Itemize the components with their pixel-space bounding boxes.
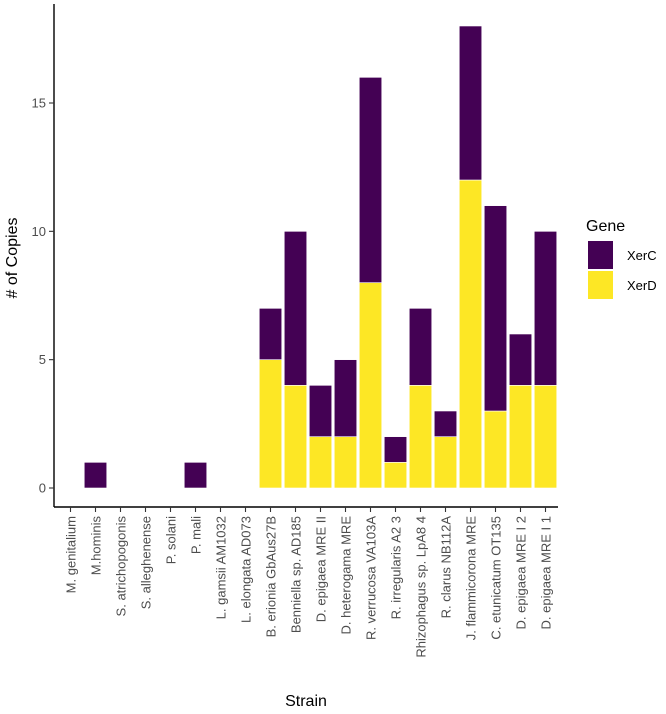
bar-xerd-8 bbox=[258, 359, 283, 489]
y-tick-label: 10 bbox=[32, 224, 46, 239]
x-tick-label: J. flammicorona MRE bbox=[464, 516, 479, 641]
y-tick-label: 5 bbox=[39, 352, 46, 367]
bar-xerc-11 bbox=[333, 359, 358, 437]
bar-xerc-13 bbox=[383, 436, 408, 463]
bar-xerc-10 bbox=[308, 385, 333, 437]
legend-key-xerd bbox=[588, 271, 613, 299]
bar-xerc-19 bbox=[533, 231, 558, 386]
x-tick-label: R. irregularis A2 3 bbox=[389, 516, 404, 619]
plot-area bbox=[83, 25, 558, 489]
legend-title: Gene bbox=[586, 218, 625, 235]
bar-xerd-12 bbox=[358, 282, 383, 489]
legend-label-xerc: XerC bbox=[627, 248, 657, 263]
x-tick-label: L. elongata AD073 bbox=[239, 516, 254, 623]
bar-xerc-15 bbox=[433, 410, 458, 437]
bar-xerc-5 bbox=[183, 462, 208, 489]
x-axis-title: Strain bbox=[285, 693, 327, 710]
bar-xerc-16 bbox=[458, 25, 483, 181]
x-tick-label: D. epigaea MRE I 2 bbox=[514, 516, 529, 629]
x-tick-label: L. gamsii AM1032 bbox=[214, 516, 229, 619]
y-tick-label: 0 bbox=[39, 481, 46, 496]
bar-xerd-19 bbox=[533, 385, 558, 489]
legend: Gene XerC XerD bbox=[586, 218, 657, 299]
y-axis-title: # of Copies bbox=[4, 218, 21, 299]
bar-xerc-14 bbox=[408, 308, 433, 386]
bar-xerc-9 bbox=[283, 231, 308, 386]
bar-xerd-15 bbox=[433, 436, 458, 489]
x-tick-label: M. genitalium bbox=[64, 516, 79, 593]
x-tick-label: Benniella sp. AD185 bbox=[289, 516, 304, 633]
bar-xerc-12 bbox=[358, 77, 383, 283]
x-tick-label: D. heterogama MRE bbox=[339, 516, 354, 635]
x-tick-label: M.hominis bbox=[89, 516, 104, 576]
x-tick-label: R. clarus NB112A bbox=[439, 516, 454, 619]
bar-xerd-17 bbox=[483, 410, 508, 489]
legend-label-xerd: XerD bbox=[627, 278, 657, 293]
bar-xerc-8 bbox=[258, 308, 283, 360]
bar-xerd-10 bbox=[308, 436, 333, 489]
x-tick-label: C. etunicatum OT135 bbox=[489, 516, 504, 640]
bar-xerc-1 bbox=[83, 462, 108, 489]
x-axis-ticks: M. genitalium M.hominis S. atrichopogonis S… bbox=[64, 507, 554, 658]
x-tick-label: Rhizophagus sp. LpA8 4 bbox=[414, 516, 429, 658]
bar-xerd-11 bbox=[333, 436, 358, 489]
legend-key-xerc bbox=[588, 241, 613, 269]
x-tick-label: S. alleghenense bbox=[139, 516, 154, 609]
bar-xerd-18 bbox=[508, 385, 533, 489]
bar-xerd-9 bbox=[283, 385, 308, 489]
x-tick-label: D. epigaea MRE I 1 bbox=[539, 516, 554, 629]
bar-xerc-18 bbox=[508, 333, 533, 386]
x-tick-label: P. solani bbox=[164, 516, 179, 564]
bar-xerd-14 bbox=[408, 385, 433, 489]
x-tick-label: D. epigaea MRE II bbox=[314, 516, 329, 622]
bar-xerd-13 bbox=[383, 462, 408, 489]
y-axis-ticks: 0 5 10 15 bbox=[32, 96, 54, 496]
x-tick-label: R. verrucosa VA103A bbox=[364, 516, 379, 640]
y-tick-label: 15 bbox=[32, 96, 46, 111]
x-tick-label: B. erionia GbAus27B bbox=[264, 516, 279, 637]
x-tick-label: P. mali bbox=[189, 516, 204, 554]
bar-xerd-16 bbox=[458, 179, 483, 489]
x-tick-label: S. atrichopogonis bbox=[114, 516, 129, 617]
bar-xerc-17 bbox=[483, 205, 508, 412]
